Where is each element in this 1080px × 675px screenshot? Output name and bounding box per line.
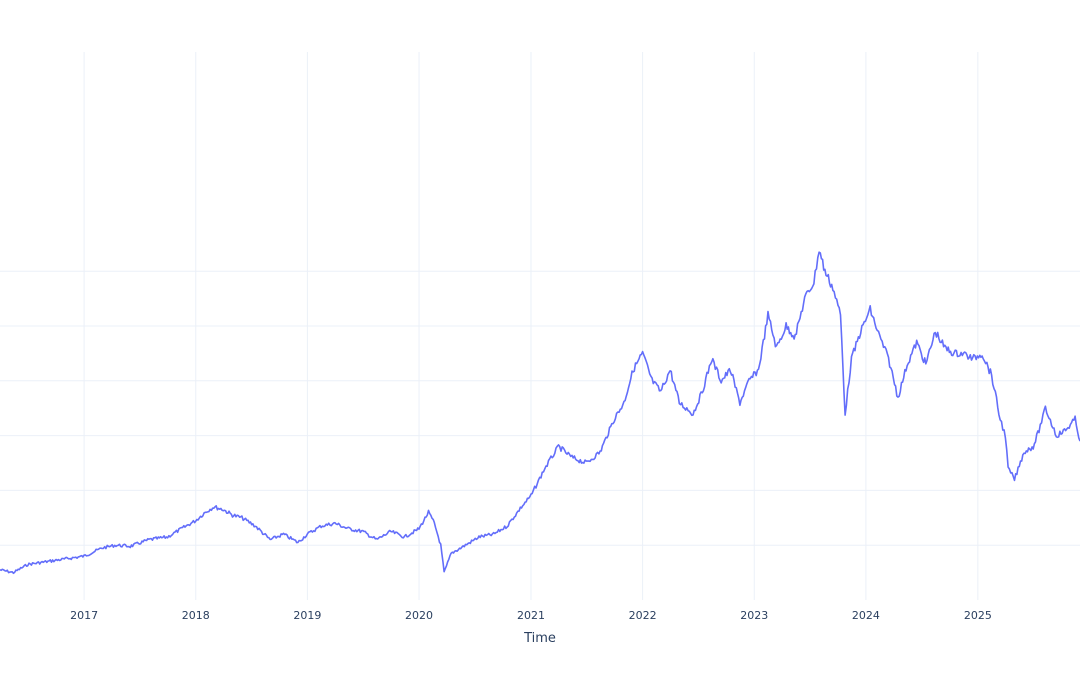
x-tick-label: 2018 — [182, 609, 210, 622]
x-tick-labels: 2017 2018 2019 2020 2021 2022 2023 2024 2025 — [70, 609, 992, 622]
x-tick-label: 2019 — [293, 609, 321, 622]
x-tick-label: 2022 — [629, 609, 657, 622]
x-tick-label: 2025 — [964, 609, 992, 622]
y-gridlines — [0, 270, 1080, 546]
series-group — [0, 251, 1080, 575]
x-tick-label: 2021 — [517, 609, 545, 622]
x-tick-label: 2020 — [405, 609, 433, 622]
x-axis-title: Time — [523, 631, 556, 646]
x-tick-label: 2017 — [70, 609, 98, 622]
series-line — [0, 251, 1080, 575]
x-tick-label: 2024 — [852, 609, 880, 622]
x-tick-label: 2023 — [740, 609, 768, 622]
